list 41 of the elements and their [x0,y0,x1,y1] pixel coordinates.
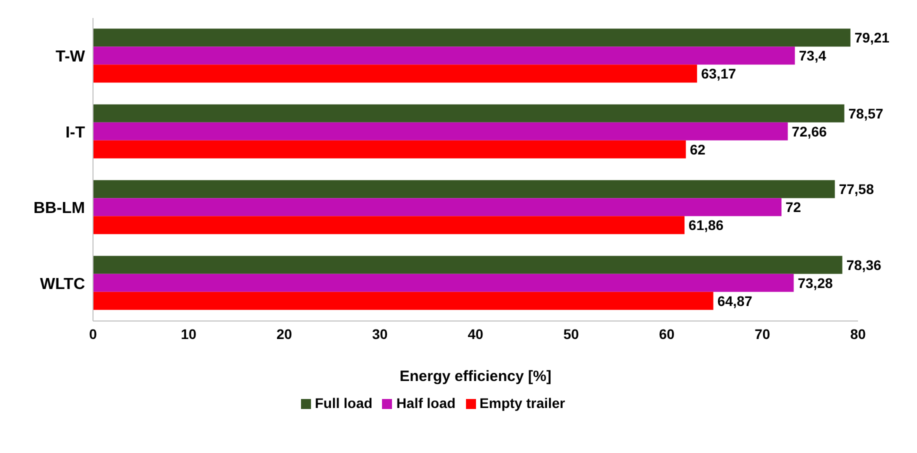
data-label: 62 [690,141,706,158]
data-label: 72,66 [792,123,828,140]
data-label: 73,28 [798,274,833,291]
x-tick-label: 30 [372,326,388,342]
x-tick-label: 0 [89,326,98,342]
data-label: 72 [786,199,802,216]
data-label: 78,57 [848,105,884,122]
legend-label: Half load [396,395,456,411]
data-label: 78,36 [846,256,882,273]
bar [93,140,686,158]
bar [93,28,850,47]
x-tick-label: 20 [276,326,292,342]
x-tick-label: 10 [180,326,197,342]
x-tick-label: 50 [563,326,580,342]
y-tick-label: I-T [65,124,86,142]
data-label: 79,21 [854,30,890,46]
data-label: 63,17 [701,66,736,82]
bar [93,180,835,198]
legend-label: Empty trailer [480,395,566,411]
bar [93,46,795,65]
bar [93,198,782,216]
y-tick-label: BB-LM [33,200,85,218]
bar [93,292,714,310]
x-axis-title: Energy efficiency [%] [400,368,552,385]
bar [93,104,844,122]
x-tick-label: 80 [850,326,866,342]
data-label: 77,58 [838,181,874,198]
y-tick-label: T-W [56,48,86,66]
bar [93,122,788,140]
bar [93,274,794,292]
bar [93,216,685,234]
data-label: 73,4 [798,48,826,64]
bar [93,256,842,274]
y-tick-label: WLTC [40,276,86,293]
data-label: 61,86 [688,217,724,234]
bar [93,64,698,83]
x-tick-label: 60 [658,326,675,342]
x-tick-label: 70 [754,326,770,342]
legend-label: Full load [314,395,372,411]
x-tick-label: 40 [468,326,484,342]
data-label: 64,87 [717,292,753,309]
